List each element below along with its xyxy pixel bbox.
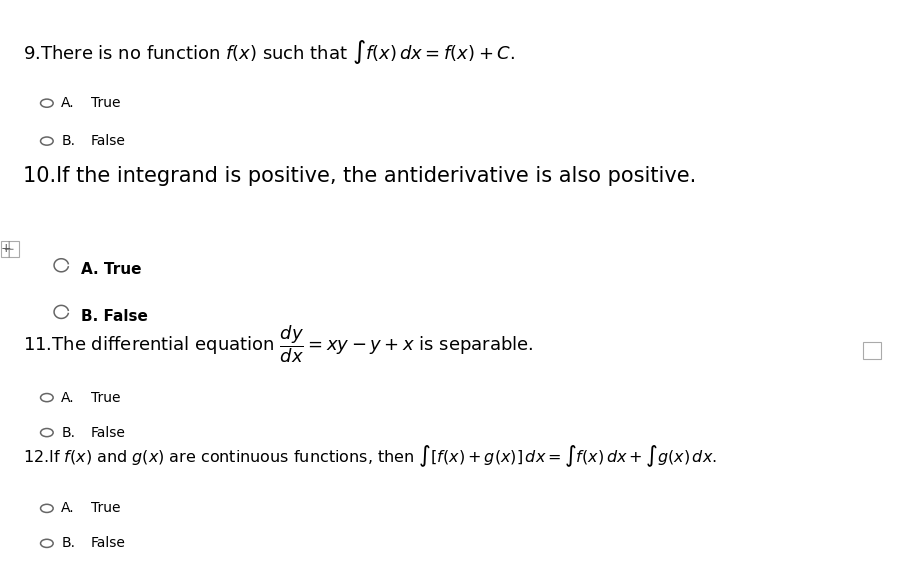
Text: True: True	[91, 391, 121, 405]
Text: True: True	[91, 96, 121, 110]
Text: False: False	[91, 426, 126, 440]
Text: 11.The differential equation $\dfrac{dy}{dx} = xy - y + x$ is separable.: 11.The differential equation $\dfrac{dy}…	[23, 324, 533, 365]
Text: A.: A.	[61, 501, 75, 515]
Text: B.: B.	[61, 536, 76, 550]
Text: A.: A.	[61, 96, 75, 110]
Text: 12.If $f(x)$ and $g(x)$ are continuous functions, then $\int[f(x)+g(x)]\,dx = \i: 12.If $f(x)$ and $g(x)$ are continuous f…	[23, 443, 716, 469]
Text: A.: A.	[61, 391, 75, 405]
Text: ┼: ┼	[5, 241, 13, 257]
Text: A. True: A. True	[81, 262, 141, 278]
Text: True: True	[91, 501, 121, 515]
Text: 9.There is no function $f(x)$ such that $\int f(x)\,dx = f(x) + C$.: 9.There is no function $f(x)$ such that …	[23, 38, 514, 66]
Text: 10.If the integrand is positive, the antiderivative is also positive.: 10.If the integrand is positive, the ant…	[23, 166, 696, 186]
Text: False: False	[91, 134, 126, 148]
Text: B. False: B. False	[81, 309, 148, 324]
Text: B.: B.	[61, 426, 76, 440]
Text: B.: B.	[61, 134, 76, 148]
Text: +: +	[1, 242, 12, 255]
Text: False: False	[91, 536, 126, 550]
